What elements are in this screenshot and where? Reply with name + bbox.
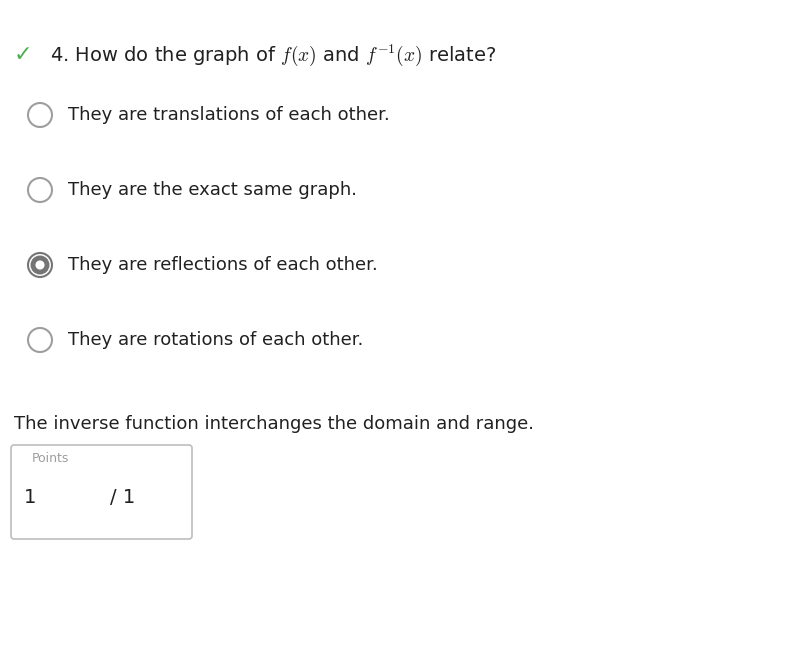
- Text: They are translations of each other.: They are translations of each other.: [68, 106, 390, 124]
- Text: The inverse function interchanges the domain and range.: The inverse function interchanges the do…: [14, 415, 534, 433]
- Text: / 1: / 1: [110, 488, 135, 507]
- Text: ✓: ✓: [14, 45, 33, 65]
- Text: Points: Points: [32, 451, 70, 464]
- Text: 4. How do the graph of $f(x)$ and $f^{-1}(x)$ relate?: 4. How do the graph of $f(x)$ and $f^{-1…: [50, 43, 496, 68]
- Circle shape: [35, 260, 45, 270]
- Text: They are rotations of each other.: They are rotations of each other.: [68, 331, 363, 349]
- FancyBboxPatch shape: [11, 445, 192, 539]
- Text: 1: 1: [24, 488, 36, 507]
- Text: They are reflections of each other.: They are reflections of each other.: [68, 256, 378, 274]
- Circle shape: [30, 255, 50, 274]
- Text: They are the exact same graph.: They are the exact same graph.: [68, 181, 357, 199]
